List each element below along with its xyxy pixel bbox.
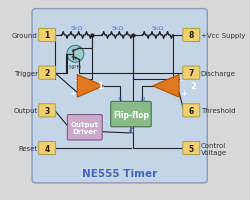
FancyBboxPatch shape: [38, 104, 55, 117]
Text: -: -: [73, 75, 76, 84]
Text: NPN: NPN: [68, 64, 82, 69]
Text: 7: 7: [188, 69, 193, 78]
FancyBboxPatch shape: [182, 29, 199, 42]
FancyBboxPatch shape: [182, 142, 199, 155]
Text: 8: 8: [188, 31, 193, 40]
Text: 4: 4: [44, 144, 50, 153]
Text: 2: 2: [190, 82, 196, 91]
Polygon shape: [77, 75, 103, 98]
Text: 3: 3: [44, 106, 50, 115]
Text: R: R: [139, 97, 144, 103]
FancyBboxPatch shape: [182, 104, 199, 117]
Text: Output
Driver: Output Driver: [70, 121, 99, 134]
FancyBboxPatch shape: [110, 102, 151, 127]
Text: Discharge: Discharge: [200, 70, 235, 76]
Text: Flip-flop: Flip-flop: [112, 110, 148, 119]
Text: +: +: [179, 88, 186, 97]
FancyBboxPatch shape: [182, 67, 199, 80]
Text: Threshold: Threshold: [200, 108, 234, 114]
Text: S: S: [117, 97, 121, 103]
FancyBboxPatch shape: [32, 10, 206, 183]
Text: Reset: Reset: [18, 145, 38, 151]
Text: NE555 Timer: NE555 Timer: [82, 168, 157, 178]
FancyBboxPatch shape: [38, 142, 55, 155]
Text: Trigger: Trigger: [14, 70, 38, 76]
Text: Control
Voltage: Control Voltage: [200, 142, 226, 155]
Text: 5kΩ: 5kΩ: [70, 26, 83, 31]
Polygon shape: [152, 75, 178, 98]
Text: +Vcc Supply: +Vcc Supply: [200, 33, 244, 39]
Text: 6: 6: [188, 106, 193, 115]
Text: 2: 2: [44, 69, 50, 78]
Text: 1: 1: [44, 31, 50, 40]
FancyBboxPatch shape: [38, 67, 55, 80]
Text: 5: 5: [188, 144, 193, 153]
Text: 5kΩ: 5kΩ: [151, 26, 163, 31]
Text: Output: Output: [14, 108, 38, 114]
Circle shape: [67, 46, 84, 63]
FancyBboxPatch shape: [38, 29, 55, 42]
Text: -: -: [179, 75, 182, 84]
FancyBboxPatch shape: [67, 115, 102, 140]
Text: Q: Q: [128, 127, 133, 133]
Text: ▶: ▶: [74, 56, 78, 60]
Text: 5kΩ: 5kΩ: [111, 26, 123, 31]
Text: Ground: Ground: [12, 33, 38, 39]
Text: +: +: [69, 88, 76, 97]
Text: 1: 1: [96, 82, 102, 91]
